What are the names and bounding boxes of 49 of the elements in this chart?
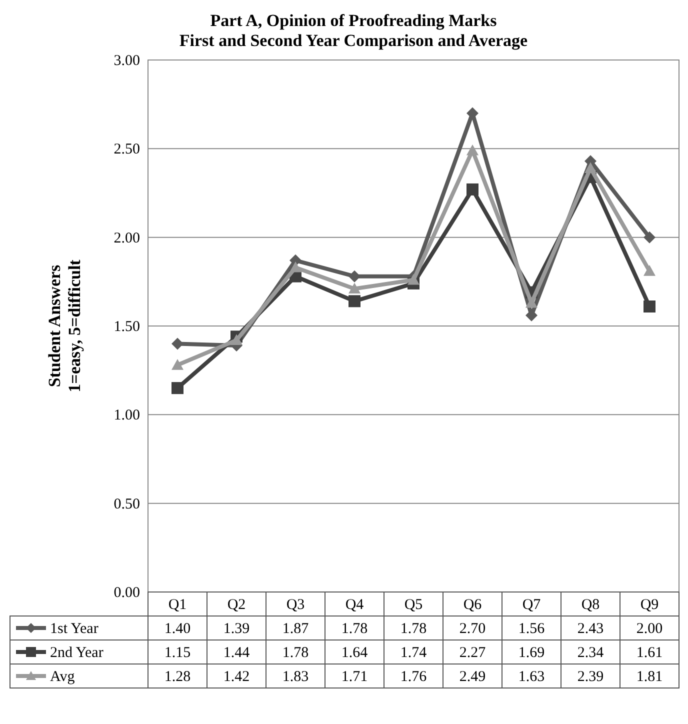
y-axis-title: Student Answers 1=easy, 5=difficult <box>45 259 84 392</box>
data-label: 1.40 <box>164 621 191 637</box>
data-label: 1.28 <box>164 669 191 685</box>
y-tick-label: 2.50 <box>114 142 140 158</box>
legend-label: 2nd Year <box>50 645 104 661</box>
x-tick-label: Q8 <box>581 597 600 613</box>
data-label: 1.61 <box>636 645 663 661</box>
x-tick-label: Q2 <box>227 597 246 613</box>
data-label: 1.39 <box>223 621 250 637</box>
data-label: 1.87 <box>282 621 310 637</box>
data-label: 1.64 <box>341 645 368 661</box>
data-label: 2.39 <box>577 669 604 685</box>
data-label: 1.76 <box>400 669 428 685</box>
y-tick-label: 2.00 <box>114 230 140 246</box>
data-label: 1.83 <box>282 669 309 685</box>
data-label: 1.69 <box>518 645 545 661</box>
data-label: 2.27 <box>459 645 486 661</box>
data-label: 2.00 <box>636 621 663 637</box>
x-tick-label: Q9 <box>640 597 659 613</box>
chart-subtitle: First and Second Year Comparison and Average <box>179 31 528 50</box>
data-label: 1.15 <box>164 645 191 661</box>
data-label: 2.43 <box>577 621 604 637</box>
x-tick-label: Q6 <box>463 597 482 613</box>
y-tick-label: 3.00 <box>114 53 140 69</box>
x-tick-label: Q1 <box>168 597 187 613</box>
x-tick-label: Q5 <box>404 597 423 613</box>
data-label: 2.34 <box>577 645 604 661</box>
data-label: 2.70 <box>459 621 486 637</box>
data-label: 1.78 <box>341 621 368 637</box>
x-tick-label: Q3 <box>286 597 305 613</box>
y-tick-label: 0.50 <box>114 496 140 512</box>
x-tick-label: Q4 <box>345 597 364 613</box>
legend-label: 1st Year <box>50 621 98 637</box>
legend-label: Avg <box>50 669 76 685</box>
y-tick-label: 0.00 <box>114 585 140 601</box>
y-tick-label: 1.00 <box>114 408 140 424</box>
data-label: 1.44 <box>223 645 250 661</box>
data-label: 1.56 <box>518 621 546 637</box>
data-label: 1.42 <box>223 669 250 685</box>
data-label: 2.49 <box>459 669 486 685</box>
data-label: 1.78 <box>400 621 427 637</box>
y-tick-label: 1.50 <box>114 319 140 335</box>
data-label: 1.74 <box>400 645 428 661</box>
data-label: 1.63 <box>518 669 545 685</box>
data-label: 1.71 <box>341 669 368 685</box>
data-label: 1.81 <box>636 669 663 685</box>
chart-title: Part A, Opinion of Proofreading Marks <box>210 11 498 30</box>
data-label: 1.78 <box>282 645 309 661</box>
x-tick-label: Q7 <box>522 597 542 613</box>
